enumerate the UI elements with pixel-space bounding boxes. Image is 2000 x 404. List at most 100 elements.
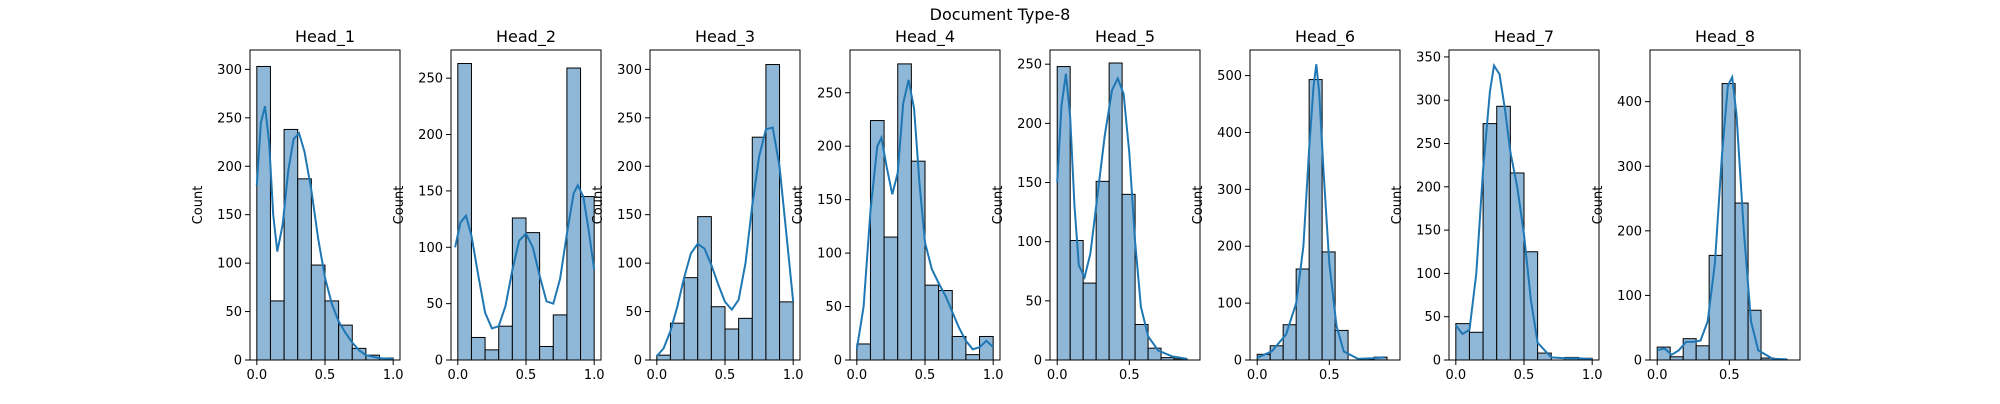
- y-tick-label: 0: [1034, 354, 1042, 369]
- histogram-bar: [1282, 324, 1297, 361]
- histogram-bar: [965, 354, 981, 361]
- y-tick-label: 150: [418, 184, 443, 199]
- histogram-bar: [1082, 282, 1097, 361]
- y-tick-label: 500: [1217, 69, 1242, 84]
- y-axis-label: Count: [1390, 186, 1405, 225]
- y-axis-label: Count: [1591, 186, 1606, 225]
- kde-line: [855, 79, 994, 351]
- histogram-bar: [1708, 254, 1723, 361]
- x-tick-label: 1.0: [383, 368, 404, 383]
- histogram-bar: [470, 336, 486, 361]
- histogram-bar: [856, 343, 871, 361]
- x-tick-label: 0.5: [516, 368, 537, 383]
- histogram-bar: [951, 335, 967, 361]
- y-tick-label: 250: [1416, 137, 1441, 152]
- y-tick-label: 200: [1017, 117, 1042, 132]
- histogram-bar: [656, 354, 671, 361]
- histogram-bar: [1468, 331, 1484, 361]
- histogram-bar: [883, 236, 899, 361]
- histogram-bar: [283, 128, 299, 361]
- histogram-bar: [525, 232, 541, 361]
- histogram-bar: [779, 301, 794, 361]
- y-axis-label: Count: [1191, 186, 1206, 225]
- y-tick-label: 300: [1416, 94, 1441, 109]
- histogram-bar: [1496, 105, 1511, 361]
- histogram-bar: [1056, 66, 1071, 361]
- y-tick-label: 0: [234, 354, 242, 369]
- y-tick-label: 200: [1617, 224, 1642, 239]
- histogram-bar: [566, 67, 582, 361]
- subplot-title: Head_6: [1295, 27, 1355, 47]
- histogram-bar: [297, 178, 312, 361]
- y-tick-label: 200: [817, 140, 842, 155]
- x-tick-label: 0.5: [1719, 368, 1740, 383]
- subplot-8: Head_8 0.0 0.5 0 100 200 300 400 Count: [1591, 27, 1801, 383]
- y-tick-label: 150: [1017, 176, 1042, 191]
- y-tick-label: 50: [426, 297, 443, 312]
- y-tick-label: 50: [1424, 310, 1441, 325]
- subplot-title: Head_7: [1494, 27, 1554, 47]
- y-tick-label: 250: [617, 111, 642, 126]
- histogram-bar: [869, 120, 885, 361]
- figure-title: Document Type-8: [930, 5, 1071, 24]
- axes-frame: [1249, 49, 1401, 361]
- x-tick-label: 0.0: [1047, 368, 1068, 383]
- y-axis-label: Count: [991, 186, 1006, 225]
- x-tick-label: 0.0: [1247, 368, 1268, 383]
- y-tick-label: 50: [225, 305, 242, 320]
- histogram-bar: [539, 345, 554, 361]
- histogram-bar: [552, 314, 568, 361]
- x-tick-label: 0.5: [1319, 368, 1340, 383]
- subplot-5: Head_5 0.0 0.5 0 50 100 150 200 250 Count: [991, 27, 1201, 383]
- histogram-bar: [1069, 239, 1084, 361]
- x-tick-label: 0.0: [246, 368, 267, 383]
- histogram-bar: [1734, 202, 1749, 361]
- subplot-title: Head_2: [496, 27, 556, 47]
- histogram-bar: [697, 216, 712, 361]
- subplot-6: Head_6 0.0 0.5 0 100 200 300 400 500 Count: [1191, 27, 1401, 383]
- kde-line: [1256, 64, 1385, 360]
- y-tick-label: 300: [1217, 183, 1242, 198]
- y-tick-label: 0: [834, 354, 842, 369]
- y-tick-label: 250: [1017, 58, 1042, 73]
- y-tick-label: 350: [1416, 50, 1441, 65]
- subplot-title: Head_3: [695, 27, 755, 47]
- y-tick-label: 100: [1617, 289, 1642, 304]
- histogram-bar: [669, 322, 685, 361]
- x-tick-label: 1.0: [584, 368, 605, 383]
- y-tick-label: 100: [1217, 297, 1242, 312]
- y-tick-label: 100: [1017, 235, 1042, 250]
- x-tick-label: 1.0: [1582, 368, 1603, 383]
- histogram-bar: [269, 300, 285, 361]
- y-axis-label: Count: [191, 186, 206, 225]
- x-tick-label: 0.5: [715, 368, 736, 383]
- x-tick-label: 0.5: [1514, 368, 1535, 383]
- subplot-7: Head_7 0.0 0.5 1.0 0 50 100 150 200 250 300 350 Coun…: [1390, 27, 1603, 383]
- y-tick-label: 250: [418, 72, 443, 87]
- y-tick-label: 150: [617, 208, 642, 223]
- histogram-bar: [1509, 172, 1525, 361]
- histogram-bar: [498, 325, 513, 361]
- histogram-bar: [724, 328, 740, 361]
- kde-line: [656, 126, 795, 357]
- kde-line: [1056, 73, 1188, 360]
- subplot-1: Head_1 0.0 0.5 1.0 0 50 100 150 200 250 300 Count: [191, 27, 404, 383]
- histogram-bar: [457, 63, 472, 361]
- histogram-bar: [338, 324, 353, 361]
- histogram-bar: [683, 277, 699, 361]
- histogram-bar: [1108, 62, 1123, 361]
- histogram-bar: [1321, 251, 1336, 361]
- y-tick-label: 0: [1634, 354, 1642, 369]
- y-tick-label: 250: [817, 86, 842, 101]
- y-tick-label: 300: [617, 63, 642, 78]
- histogram-bar: [751, 136, 767, 361]
- x-tick-label: 0.5: [915, 368, 936, 383]
- y-tick-label: 200: [418, 128, 443, 143]
- x-tick-label: 0.5: [1119, 368, 1140, 383]
- subplot-4: Head_4 0.0 0.5 1.0 0 50 100 150 200 250 Count: [791, 27, 1004, 383]
- histogram-bar: [324, 300, 340, 361]
- histogram-bar: [765, 64, 781, 361]
- kde-line: [454, 183, 596, 330]
- y-tick-label: 100: [817, 247, 842, 262]
